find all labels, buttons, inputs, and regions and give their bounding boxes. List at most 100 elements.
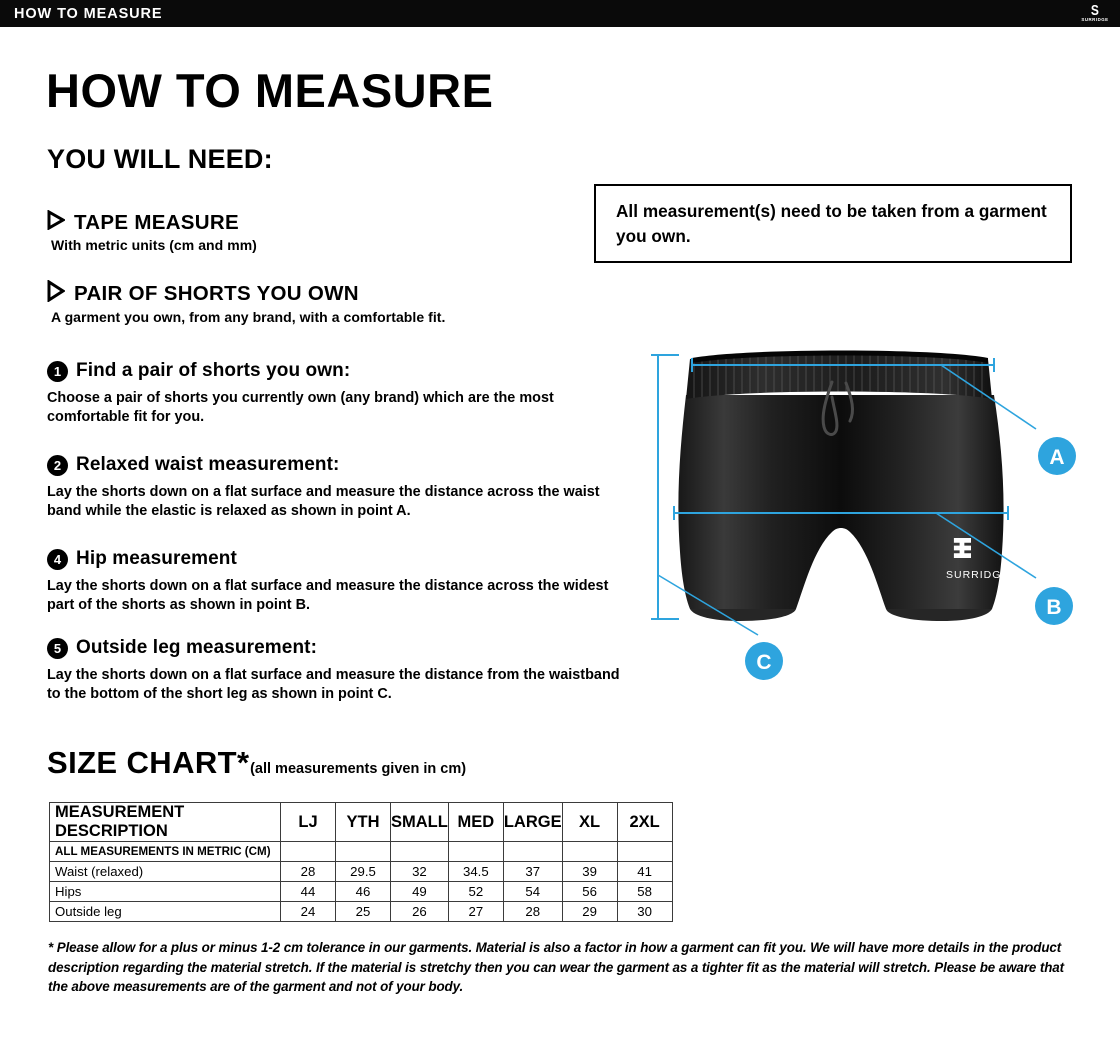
cell-hips-large: 54 (502, 881, 563, 902)
callout-a: A (1038, 437, 1076, 475)
step-number-badge: 1 (47, 360, 68, 382)
step-title: Hip measurement (76, 548, 237, 569)
cell-outsideleg-med: 27 (447, 901, 504, 922)
cell-outsideleg-2xl: 30 (616, 901, 673, 922)
triangle-bullet-icon (47, 279, 66, 307)
surridge-logo-wordmark: SURRIDGE (1081, 16, 1109, 22)
step-5: 5 Outside leg measurement: Lay the short… (47, 637, 627, 703)
garment-brand-text: SURRIDGE (946, 569, 1009, 581)
garment-brand-mark: SURRIDGE (946, 538, 1009, 581)
table-row: Outside leg 24 25 26 27 28 29 30 (49, 901, 673, 922)
metric-note-cell: ALL MEASUREMENTS IN METRIC (CM) (49, 841, 281, 862)
cell-outsideleg-small: 26 (390, 901, 449, 922)
shorts-diagram-svg: SURRIDGE (651, 350, 1076, 680)
shorts-illustration: SURRIDGE (636, 337, 1086, 687)
blank-cell (447, 841, 504, 862)
column-header-yth: YTH (335, 802, 391, 842)
callout-b-letter: B (1046, 596, 1061, 619)
cell-waist-large: 37 (502, 861, 563, 882)
cell-waist-2xl: 41 (616, 861, 673, 882)
cell-outsideleg-yth: 25 (335, 901, 391, 922)
callout-b: B (1035, 587, 1073, 625)
size-chart-asterisk: * (237, 745, 250, 780)
step-number-badge: 2 (47, 454, 68, 476)
callout-a-leader (940, 364, 1037, 430)
surridge-logo: S SURRIDGE (1078, 1, 1112, 26)
step-title: Outside leg measurement: (76, 637, 318, 658)
table-header-row: MEASUREMENT DESCRIPTION LJ YTH SMALL MED… (49, 802, 673, 842)
callout-a-letter: A (1049, 446, 1064, 469)
column-header-2xl: 2XL (616, 802, 673, 842)
step-body: Lay the shorts down on a flat surface an… (47, 578, 609, 613)
blank-cell (561, 841, 618, 862)
blank-cell (280, 841, 336, 862)
column-header-med: MED (447, 802, 504, 842)
shorts-left-hem (690, 609, 796, 621)
column-header-xl: XL (561, 802, 618, 842)
callout-b-leader (935, 512, 1037, 579)
need-title: TAPE MEASURE (74, 210, 239, 234)
drawstring (821, 380, 855, 436)
cell-hips-xl: 56 (561, 881, 618, 902)
need-item-pair-of-shorts: PAIR OF SHORTS YOU OWN A garment you own… (47, 279, 446, 325)
table-row-metric-note: ALL MEASUREMENTS IN METRIC (CM) (49, 841, 673, 862)
cell-waist-yth: 29.5 (335, 861, 391, 882)
page-title: HOW TO MEASURE (46, 64, 494, 117)
cell-hips-2xl: 58 (616, 881, 673, 902)
callout-c-leader (657, 574, 759, 636)
table-row: Waist (relaxed) 28 29.5 32 34.5 37 39 41 (49, 861, 673, 882)
shorts-left-leg (678, 395, 841, 609)
step-body: Choose a pair of shorts you currently ow… (47, 390, 554, 425)
size-chart-table: MEASUREMENT DESCRIPTION LJ YTH SMALL MED… (49, 802, 673, 922)
callout-c-letter: C (756, 651, 771, 674)
size-chart-note: (all measurements given in cm) (250, 761, 467, 777)
cell-hips-lj: 44 (280, 881, 336, 902)
column-header-description: MEASUREMENT DESCRIPTION (49, 802, 281, 842)
column-header-small: SMALL (390, 802, 449, 842)
row-label-hips: Hips (49, 881, 281, 902)
cell-hips-small: 49 (390, 881, 449, 902)
column-header-large: LARGE (502, 802, 563, 842)
row-label-outside-leg: Outside leg (49, 901, 281, 922)
cell-hips-med: 52 (447, 881, 504, 902)
step-body: Lay the shorts down on a flat surface an… (47, 484, 600, 519)
blank-cell (502, 841, 563, 862)
cell-hips-yth: 46 (335, 881, 391, 902)
step-2: 2 Relaxed waist measurement: Lay the sho… (47, 454, 627, 520)
cell-waist-lj: 28 (280, 861, 336, 882)
column-header-lj: LJ (280, 802, 336, 842)
size-chart-title: SIZE CHART (47, 745, 237, 780)
top-bar: HOW TO MEASURE S SURRIDGE (0, 0, 1120, 27)
table-row: Hips 44 46 49 52 54 56 58 (49, 881, 673, 902)
blank-cell (390, 841, 449, 862)
top-bar-title: HOW TO MEASURE (14, 5, 163, 22)
step-4: 4 Hip measurement Lay the shorts down on… (47, 548, 627, 614)
step-body: Lay the shorts down on a flat surface an… (47, 667, 620, 702)
cell-outsideleg-large: 28 (502, 901, 563, 922)
measurement-lines (651, 354, 1037, 636)
footnote-text: * Please allow for a plus or minus 1-2 c… (48, 940, 1064, 994)
step-title: Relaxed waist measurement: (76, 454, 340, 475)
cell-waist-small: 32 (390, 861, 449, 882)
you-will-need-heading: YOU WILL NEED: (47, 144, 273, 174)
page-content: HOW TO MEASURE YOU WILL NEED: TAPE MEASU… (0, 27, 1120, 1041)
cell-waist-med: 34.5 (447, 861, 504, 882)
need-subtitle: A garment you own, from any brand, with … (51, 309, 446, 325)
cell-outsideleg-lj: 24 (280, 901, 336, 922)
step-1: 1 Find a pair of shorts you own: Choose … (47, 360, 627, 426)
row-label-waist: Waist (relaxed) (49, 861, 281, 882)
triangle-bullet-icon (47, 209, 67, 235)
cell-waist-xl: 39 (561, 861, 618, 882)
step-number-badge: 4 (47, 548, 68, 570)
callout-text: All measurement(s) need to be taken from… (616, 201, 1047, 246)
need-item-tape-measure: TAPE MEASURE With metric units (cm and m… (47, 209, 257, 253)
surridge-logo-mark: S (1091, 1, 1099, 19)
waistband-top-edge (692, 350, 988, 363)
size-chart-heading: SIZE CHART * (all measurements given in … (47, 745, 466, 781)
shorts-right-hem (886, 609, 992, 621)
need-subtitle: With metric units (cm and mm) (51, 237, 257, 253)
cell-outsideleg-xl: 29 (561, 901, 618, 922)
need-title: PAIR OF SHORTS YOU OWN (74, 281, 359, 305)
callout-c: C (745, 642, 783, 680)
blank-cell (335, 841, 391, 862)
